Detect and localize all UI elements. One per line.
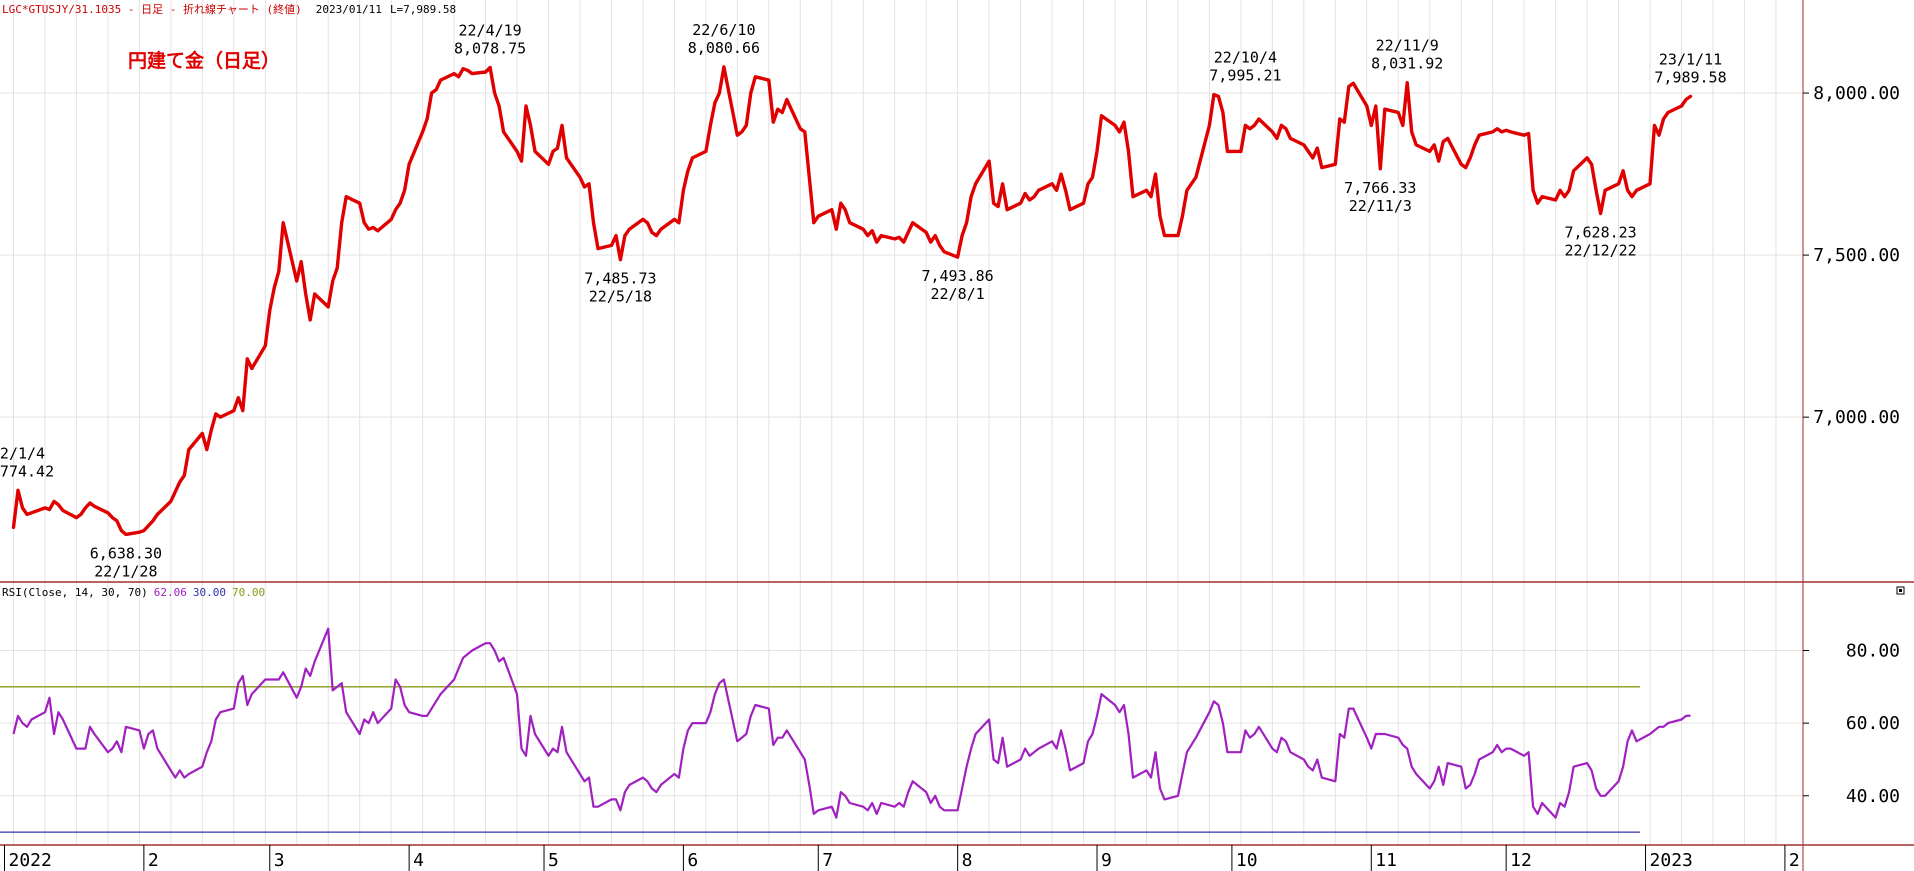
rsi-header: RSI(Close, 14, 30, 70) 62.06 30.00 70.00	[2, 586, 265, 599]
annotation-label: 7,493.86	[921, 267, 993, 285]
rsi-lower-level: 30.00	[193, 586, 226, 599]
header-last: L=7,989.58	[390, 3, 456, 16]
rsi-label: RSI(Close, 14, 30, 70)	[2, 586, 148, 599]
month-tick-label: 11	[1375, 850, 1397, 871]
annotation-label: 22/1/28	[94, 562, 157, 580]
month-tick-label: 9	[1101, 850, 1112, 871]
annotation-label: 7,766.33	[1344, 179, 1416, 197]
chart-header: LGC*GTUSJY/31.1035 - 日足 - 折れ線チャート (終値) 20…	[2, 2, 456, 16]
month-tick-label: 2022	[8, 850, 51, 871]
extreme-annotation: 23/1/117,989.58	[1654, 50, 1726, 86]
annotation-label: 22/12/22	[1564, 242, 1636, 260]
rsi-series-line	[12, 627, 1691, 819]
month-tick-label: 6	[687, 850, 698, 871]
month-tick-label: 8	[962, 850, 973, 871]
annotation-label: 7,995.21	[1209, 67, 1281, 85]
rsi-value: 62.06	[154, 586, 187, 599]
month-tick-label: 2023	[1650, 850, 1693, 871]
price-tick-label: 7,500.00	[1813, 245, 1900, 266]
header-symbol: LGC*GTUSJY/31.1035 - 日足 - 折れ線チャート (終値)	[2, 2, 302, 16]
price-tick-label: 8,000.00	[1813, 83, 1900, 104]
chart-title: 円建て金（日足）	[128, 49, 280, 72]
extreme-annotation: 22/6/108,080.66	[688, 21, 760, 57]
month-tick-label: 2	[148, 850, 159, 871]
price-panel	[11, 65, 1693, 537]
annotation-label: 22/4/19	[458, 22, 521, 40]
month-tick-label: 4	[413, 850, 424, 871]
annotation-label: 7,628.23	[1564, 224, 1636, 242]
month-tick-label: 7	[822, 850, 833, 871]
rsi-panel	[0, 627, 1691, 833]
annotation-label: 8,031.92	[1371, 55, 1443, 73]
rsi-tick-label: 60.00	[1846, 713, 1900, 734]
annotation-label: 22/8/1	[931, 285, 985, 303]
rsi-tick-label: 40.00	[1846, 786, 1900, 807]
rsi-tick-label: 80.00	[1846, 640, 1900, 661]
month-tick-label: 12	[1510, 850, 1532, 871]
month-tick-label: 2	[1789, 850, 1800, 871]
annotation-label: 6,638.30	[90, 544, 162, 562]
annotation-label: 22/5/18	[589, 288, 652, 306]
rsi-close-box-mark	[1899, 589, 1902, 592]
axis-layer: 7,000.00 7,500.00 8,000.00 40.00 60.00 80.00 2…	[3, 83, 1900, 871]
month-tick-label: 10	[1236, 850, 1258, 871]
extreme-annotation: 22/11/98,031.92	[1371, 37, 1443, 73]
annotation-label: 22/11/9	[1376, 37, 1439, 55]
annotation-label: 22/6/10	[692, 21, 755, 39]
annotation-label: 8,078.75	[454, 40, 526, 58]
annotation-label: 22/10/4	[1214, 49, 1277, 67]
annotation-label: 23/1/11	[1659, 50, 1722, 68]
extreme-annotation: 22/1/46,774.42	[0, 444, 54, 480]
annotation-label: 22/11/3	[1349, 197, 1412, 215]
annotation-label: 8,080.66	[688, 39, 760, 57]
month-tick-label: 3	[274, 850, 285, 871]
extreme-annotation: 22/4/198,078.75	[454, 22, 526, 58]
header-date: 2023/01/11	[316, 3, 382, 16]
price-tick-label: 7,000.00	[1813, 407, 1900, 428]
rsi-upper-level: 70.00	[232, 586, 265, 599]
annotation-label: 7,989.58	[1654, 68, 1726, 86]
annotation-label: 6,774.42	[0, 462, 54, 480]
month-tick-label: 5	[548, 850, 559, 871]
annotation-label: 7,485.73	[584, 270, 656, 288]
annotation-label: 22/1/4	[0, 444, 45, 462]
extreme-annotation: 22/10/47,995.21	[1209, 49, 1281, 85]
price-series-line	[11, 65, 1693, 537]
